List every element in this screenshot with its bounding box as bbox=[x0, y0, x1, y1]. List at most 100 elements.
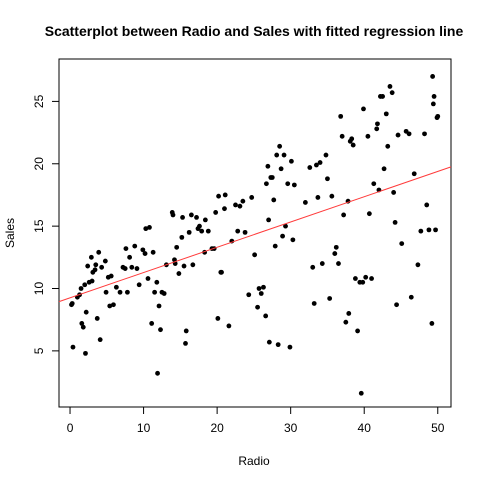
data-point bbox=[392, 219, 398, 225]
data-point bbox=[97, 337, 103, 343]
data-point bbox=[188, 212, 194, 218]
data-point bbox=[265, 163, 271, 169]
data-point bbox=[219, 269, 224, 275]
data-point bbox=[399, 241, 405, 247]
x-axis: 0 10 20 30 40 50 bbox=[67, 406, 445, 435]
data-point bbox=[430, 101, 436, 107]
data-point bbox=[280, 233, 285, 239]
y-axis: 5 10 15 20 25 bbox=[32, 94, 60, 354]
data-points bbox=[69, 74, 441, 396]
data-point bbox=[350, 142, 356, 148]
data-point bbox=[285, 181, 291, 187]
data-point bbox=[380, 94, 386, 99]
data-point bbox=[102, 258, 108, 264]
data-point bbox=[170, 212, 176, 218]
data-point bbox=[341, 212, 347, 218]
data-point bbox=[389, 90, 395, 96]
data-point bbox=[113, 284, 119, 290]
data-point bbox=[314, 162, 319, 168]
data-point bbox=[363, 274, 369, 280]
data-point bbox=[319, 261, 325, 266]
data-point bbox=[332, 251, 338, 256]
y-tick-label: 10 bbox=[32, 282, 46, 296]
regression-line bbox=[58, 166, 452, 303]
x-tick-label: 20 bbox=[210, 421, 224, 435]
data-point bbox=[263, 313, 269, 319]
data-point bbox=[107, 303, 113, 309]
data-point bbox=[92, 267, 98, 273]
data-point bbox=[190, 262, 196, 268]
x-tick-label: 30 bbox=[284, 421, 298, 435]
data-point bbox=[82, 282, 88, 288]
data-point bbox=[111, 302, 116, 308]
data-point bbox=[426, 227, 432, 233]
data-point bbox=[149, 321, 155, 326]
x-tick-label: 50 bbox=[431, 421, 445, 435]
data-point bbox=[69, 301, 75, 306]
data-point bbox=[283, 223, 288, 229]
data-point bbox=[325, 176, 330, 182]
data-point bbox=[132, 243, 138, 249]
chart-title: Scatterplot between Radio and Sales with… bbox=[45, 23, 464, 39]
data-point bbox=[310, 264, 316, 270]
data-point bbox=[136, 282, 142, 288]
data-point bbox=[277, 143, 283, 149]
data-point bbox=[358, 390, 364, 396]
data-point bbox=[365, 133, 371, 139]
data-point bbox=[315, 195, 321, 200]
data-point bbox=[237, 203, 243, 209]
data-point bbox=[179, 234, 185, 240]
data-point bbox=[215, 316, 221, 321]
data-point bbox=[216, 193, 221, 199]
data-point bbox=[263, 181, 269, 187]
data-point bbox=[375, 121, 380, 127]
x-axis-label: Radio bbox=[238, 454, 270, 468]
data-point bbox=[391, 190, 397, 195]
data-point bbox=[117, 289, 123, 295]
data-point bbox=[349, 136, 355, 142]
data-point bbox=[323, 152, 329, 158]
data-point bbox=[79, 321, 85, 326]
data-point bbox=[226, 323, 232, 329]
y-axis-label: Sales bbox=[3, 218, 17, 248]
data-point bbox=[145, 276, 151, 281]
data-point bbox=[174, 244, 180, 250]
regression-line-layer bbox=[58, 166, 452, 303]
data-point bbox=[291, 182, 297, 188]
data-point bbox=[290, 237, 296, 243]
data-point bbox=[307, 165, 313, 170]
data-point bbox=[78, 286, 84, 291]
data-point bbox=[80, 324, 86, 330]
data-point bbox=[278, 166, 284, 172]
data-point bbox=[83, 309, 89, 315]
data-point bbox=[142, 251, 148, 256]
data-point bbox=[360, 279, 366, 285]
data-point bbox=[371, 181, 377, 187]
data-point bbox=[415, 262, 421, 268]
data-point bbox=[176, 271, 182, 276]
data-point bbox=[99, 264, 105, 270]
data-point bbox=[385, 143, 391, 149]
data-point bbox=[186, 229, 192, 235]
data-point bbox=[124, 289, 130, 295]
data-point bbox=[235, 228, 241, 234]
data-point bbox=[327, 296, 333, 301]
data-point bbox=[240, 198, 246, 204]
data-point bbox=[343, 319, 349, 325]
data-point bbox=[361, 106, 366, 112]
data-point bbox=[161, 291, 167, 296]
data-point bbox=[183, 328, 189, 334]
data-point bbox=[435, 113, 441, 119]
data-point bbox=[156, 303, 162, 309]
data-point bbox=[261, 284, 266, 290]
data-point bbox=[123, 246, 129, 251]
data-point bbox=[411, 171, 417, 177]
data-point bbox=[429, 321, 435, 326]
data-point bbox=[83, 350, 88, 356]
data-point bbox=[346, 311, 352, 316]
data-point bbox=[406, 131, 412, 137]
data-point bbox=[246, 292, 252, 298]
data-point bbox=[431, 94, 437, 99]
data-point bbox=[255, 304, 260, 310]
